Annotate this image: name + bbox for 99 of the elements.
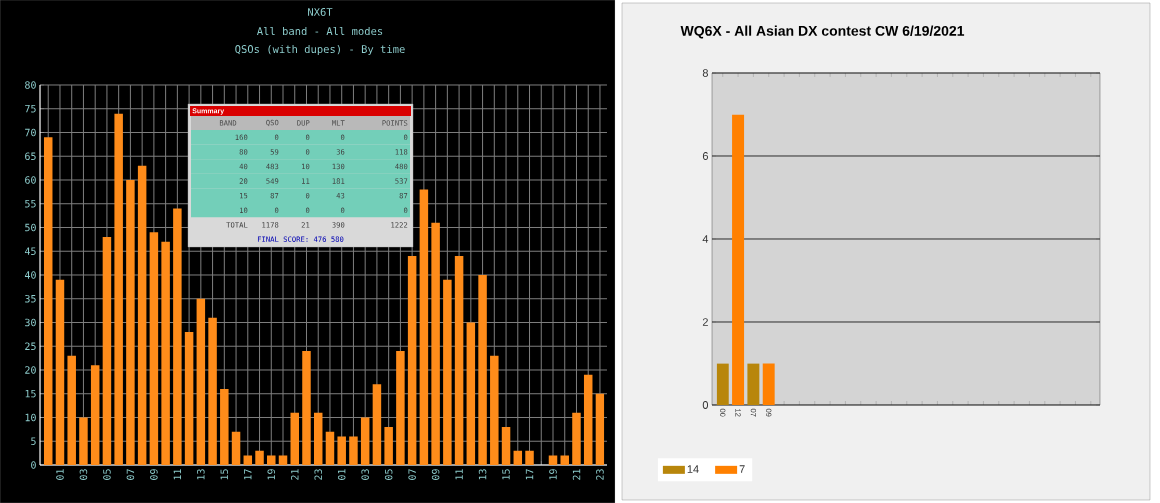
x-tick-label: 07 xyxy=(408,469,416,480)
y-tick-label: 2 xyxy=(702,318,708,326)
bar xyxy=(313,412,323,465)
bar xyxy=(407,255,417,465)
bar xyxy=(267,455,276,465)
bar xyxy=(102,236,112,465)
x-tick-label: 03 xyxy=(361,469,369,480)
y-tick-label: 80 xyxy=(25,81,36,89)
x-tick-label: 11 xyxy=(455,469,463,480)
bar xyxy=(290,412,299,465)
y-tick-label: 6 xyxy=(702,152,708,160)
x-tick-label: 19 xyxy=(549,469,557,480)
y-tick-label: 8 xyxy=(702,69,708,77)
bar xyxy=(525,450,534,465)
x-tick-label: 13 xyxy=(197,469,205,480)
x-tick-label: 01 xyxy=(337,469,346,480)
legend-label: 14 xyxy=(687,465,699,473)
bar xyxy=(419,189,429,465)
bar xyxy=(79,417,88,465)
y-tick-label: 75 xyxy=(25,105,36,113)
y-tick-label: 30 xyxy=(25,318,36,327)
x-tick-label: 09 xyxy=(431,469,440,480)
y-tick-label: 20 xyxy=(25,366,36,374)
x-tick-label: 17 xyxy=(244,469,252,480)
bar xyxy=(490,355,499,465)
bar xyxy=(231,431,241,465)
bar xyxy=(161,241,170,465)
bar xyxy=(278,455,288,465)
y-tick-label: 0 xyxy=(31,461,36,469)
bar xyxy=(126,180,135,465)
x-tick-label: 19 xyxy=(267,469,276,480)
bar xyxy=(173,208,182,465)
text: QSOs (with dupes) - By time xyxy=(235,44,405,56)
x-tick-label: 15 xyxy=(220,469,229,480)
y-tick-label: 15 xyxy=(25,390,36,398)
y-tick-label: 5 xyxy=(31,437,36,445)
y-tick-label: 65 xyxy=(25,152,36,161)
y-tick-label: 4 xyxy=(702,235,709,243)
bar xyxy=(501,426,511,465)
bar xyxy=(137,165,147,465)
bar xyxy=(595,393,605,465)
x-tick-label: 01 xyxy=(56,469,64,480)
x-tick-label: 15 xyxy=(502,469,510,480)
x-tick-label: 05 xyxy=(384,469,393,480)
bar xyxy=(513,450,523,465)
y-tick-label: 40 xyxy=(24,271,36,279)
bar xyxy=(184,331,194,465)
bar xyxy=(583,374,593,465)
x-tick-label: 05 xyxy=(103,469,111,480)
y-tick-label: 45 xyxy=(24,247,36,255)
y-tick-label: 0 xyxy=(702,401,709,409)
bar xyxy=(196,298,206,465)
bar xyxy=(548,455,558,465)
bar xyxy=(337,436,346,465)
legend-label: 7 xyxy=(739,465,745,473)
bar xyxy=(149,232,159,465)
chart-title: WQ6X - All Asian DX contest CW 6/19/2021 xyxy=(680,25,965,39)
chart-title: NX6T xyxy=(308,8,333,16)
y-tick-label: 70 xyxy=(25,128,36,137)
bar xyxy=(43,137,53,465)
bar xyxy=(466,322,476,465)
bar xyxy=(114,113,123,465)
bar xyxy=(325,431,335,465)
x-tick-label: 23 xyxy=(314,469,323,480)
x-tick-label: 21 xyxy=(291,469,299,480)
bar xyxy=(443,279,452,465)
bar xyxy=(55,279,65,465)
bar xyxy=(431,222,440,465)
x-tick-label: 03 xyxy=(79,469,88,480)
y-tick-label: 25 xyxy=(25,342,36,351)
bar xyxy=(220,388,229,465)
bar xyxy=(255,450,264,465)
chart-subtitle: All band - All modes xyxy=(256,26,383,36)
x-tick-label: 07 xyxy=(126,469,135,480)
bar xyxy=(560,455,569,465)
y-tick-label: 50 xyxy=(25,223,36,232)
bar xyxy=(478,274,487,465)
bar xyxy=(90,365,100,465)
bar xyxy=(572,412,581,465)
y-tick-label: 60 xyxy=(25,176,36,184)
x-tick-label: 17 xyxy=(525,469,534,480)
bar xyxy=(208,317,217,465)
bar xyxy=(360,417,370,465)
bar xyxy=(372,384,382,465)
y-tick-label: 10 xyxy=(25,413,36,422)
x-tick-label: 11 xyxy=(173,469,181,480)
x-tick-label: 23 xyxy=(596,469,604,480)
bar xyxy=(349,436,358,465)
bar xyxy=(302,350,311,465)
x-tick-label: 13 xyxy=(478,469,487,480)
y-tick-label: 35 xyxy=(25,294,36,303)
bar xyxy=(67,355,76,465)
bar xyxy=(396,350,405,465)
bar xyxy=(243,455,253,465)
x-tick-label: 09 xyxy=(150,469,158,480)
y-tick-label: 55 xyxy=(25,200,36,208)
x-tick-label: 21 xyxy=(572,469,581,480)
bar xyxy=(384,426,393,465)
bar xyxy=(454,255,464,465)
